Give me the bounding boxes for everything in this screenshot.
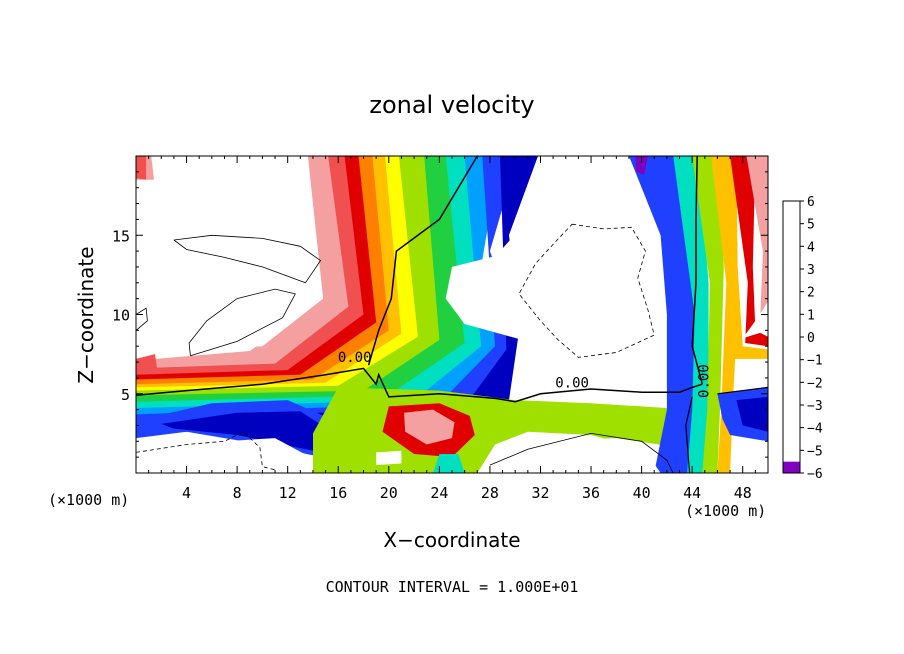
- contour-far-right: [717, 386, 769, 395]
- contour-neg-loop: [518, 223, 655, 358]
- contour-label-2: 0.00: [697, 364, 713, 398]
- right-green-column: [692, 156, 724, 473]
- velocity-band-0: [136, 156, 366, 374]
- contour-left-edge: [135, 307, 148, 331]
- contour-pos-loop-b: [188, 288, 296, 357]
- pocket-lower-left: [136, 438, 311, 473]
- contour-pos-lower: [489, 432, 674, 474]
- x-axis: 4 8 12 16 20 24 28 32 36 40 44 48: [148, 156, 756, 502]
- colorbar-swatch-bottom: [783, 461, 800, 473]
- top-left-red: [136, 156, 147, 180]
- contour-zero-main: [135, 367, 703, 403]
- right-red-column: [746, 156, 768, 321]
- x-tick-label-10: 44: [683, 484, 701, 502]
- chart-title: zonal velocity: [369, 91, 534, 119]
- y-tick-label-2: 15: [112, 227, 130, 245]
- x-unit-label-right: (×1000 m): [685, 502, 766, 520]
- right-orange-column: [730, 156, 768, 347]
- colorbar-label-10: −4: [807, 422, 823, 437]
- contour-label-0: 0.00: [338, 350, 372, 366]
- colorbar-label-9: −3: [807, 399, 823, 414]
- x-tick-label-11: 48: [734, 484, 752, 502]
- x-tick-label-8: 36: [582, 484, 600, 502]
- contour-labels: 0.00 0.00 0.00: [338, 350, 713, 398]
- colorbar-label-3: 3: [807, 263, 815, 278]
- x-tick-label-9: 40: [633, 484, 651, 502]
- contour-neg-lower: [135, 431, 276, 471]
- colorbar-label-7: −1: [807, 354, 823, 369]
- colorbar-label-6: 0: [807, 331, 815, 346]
- left-band-red: [136, 354, 158, 375]
- y-tick-label-0: 5: [121, 386, 130, 404]
- x-tick-label-0: 4: [182, 484, 191, 502]
- low-jet-inner: [161, 411, 332, 451]
- contour-zero-lower-right: [685, 396, 693, 474]
- y-axis: 5 10 15: [112, 171, 768, 458]
- colorbar-label-11: −5: [807, 444, 823, 459]
- pocket-far-right-low: [755, 450, 768, 473]
- right-indigo: [736, 396, 768, 432]
- colorbar: 6 5 4 3 2 1 0 −1 −2 −3 −4 −5 −6: [782, 195, 823, 482]
- y-tick-label-1: 10: [112, 307, 130, 325]
- x-tick-label-3: 16: [329, 484, 347, 502]
- colorbar-frame: [782, 200, 801, 474]
- colorbar-label-4: 2: [807, 286, 815, 301]
- contour-pos-loop-a: [173, 234, 322, 284]
- x-unit-label: (×1000 m): [48, 491, 129, 509]
- contour-label-1: 0.00: [555, 375, 589, 391]
- x-tick-label-5: 24: [430, 484, 448, 502]
- colorbar-label-2: 4: [807, 240, 815, 255]
- colorbar-label-12: −6: [807, 467, 823, 482]
- pocket-far-right: [742, 301, 768, 339]
- velocity-field: [136, 156, 768, 473]
- pocket-lower-right: [477, 431, 661, 473]
- contour-zero-upper: [367, 155, 478, 366]
- x-axis-label: X−coordinate: [383, 528, 520, 552]
- x-tick-label-2: 12: [279, 484, 297, 502]
- contour-interval-note: CONTOUR INTERVAL = 1.000E+01: [326, 578, 579, 596]
- y-axis-label: Z−coordinate: [74, 246, 98, 383]
- contour-zero-right: [691, 155, 704, 385]
- colorbar-label-1: 5: [807, 218, 815, 233]
- warm-cell-c2: [404, 409, 455, 445]
- x-tick-label-4: 20: [380, 484, 398, 502]
- cyan-plume: [433, 454, 465, 473]
- x-tick-label-1: 8: [233, 484, 242, 502]
- right-magenta-cap: [635, 156, 648, 175]
- colorbar-label-8: −2: [807, 376, 823, 391]
- right-blue-column: [629, 156, 699, 473]
- pocket-upper-left: [136, 156, 324, 353]
- x-tick-label-7: 32: [531, 484, 549, 502]
- velocity-band-8: [136, 156, 503, 410]
- x-tick-label-6: 28: [481, 484, 499, 502]
- pocket-upper-centre: [445, 156, 661, 356]
- colorbar-label-5: 1: [807, 308, 815, 323]
- velocity-band-6: [136, 156, 459, 397]
- contour-lines: [135, 155, 769, 474]
- pocket-lower-right-b: [376, 450, 402, 466]
- right-cyan-column: [673, 156, 709, 473]
- colorbar-label-0: 6: [807, 195, 815, 210]
